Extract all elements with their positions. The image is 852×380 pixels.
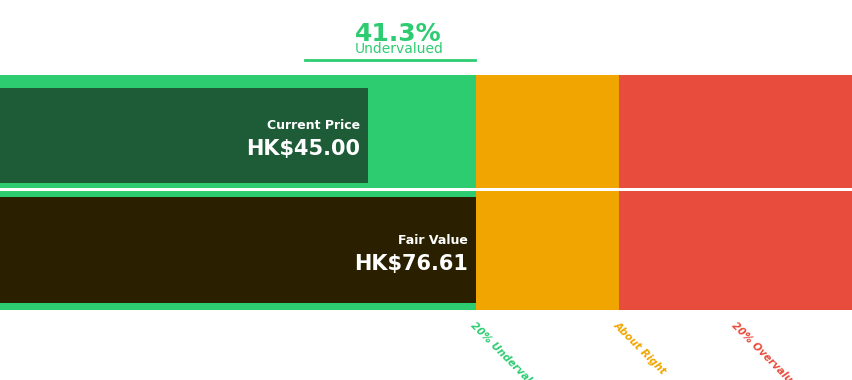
Text: HK$76.61: HK$76.61 xyxy=(354,254,468,274)
Bar xyxy=(619,75,852,188)
Bar xyxy=(475,75,619,188)
Text: 20% Undervalued: 20% Undervalued xyxy=(469,320,548,380)
Bar xyxy=(475,191,619,310)
Text: HK$45.00: HK$45.00 xyxy=(245,139,360,160)
Bar xyxy=(619,191,852,310)
Text: Fair Value: Fair Value xyxy=(398,233,468,247)
Bar xyxy=(0,197,475,303)
Bar xyxy=(0,191,475,310)
Text: 20% Overvalued: 20% Overvalued xyxy=(729,320,803,380)
Bar xyxy=(0,88,367,183)
Text: 41.3%: 41.3% xyxy=(354,22,441,46)
Text: Undervalued: Undervalued xyxy=(354,42,443,56)
Text: Current Price: Current Price xyxy=(267,119,360,132)
Text: About Right: About Right xyxy=(611,320,667,377)
Bar xyxy=(0,75,475,188)
